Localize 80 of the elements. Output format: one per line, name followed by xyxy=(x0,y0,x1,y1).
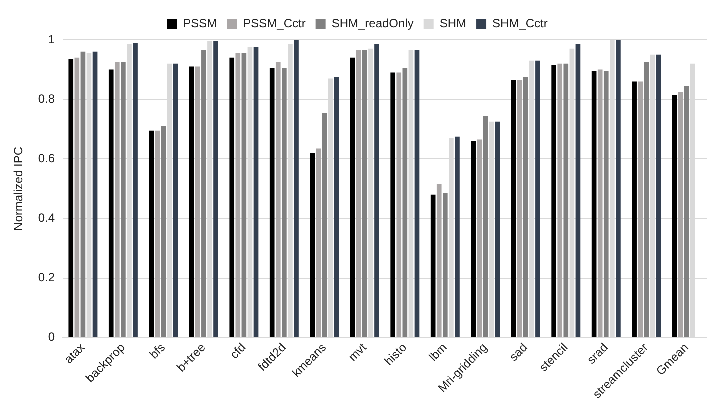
y-tick-label: 0.6 xyxy=(38,151,56,166)
bar xyxy=(558,64,563,338)
bar xyxy=(294,40,299,338)
bar xyxy=(362,50,368,338)
bar xyxy=(282,68,287,338)
bar xyxy=(616,40,621,338)
x-tick-label: bfs xyxy=(146,340,168,362)
bar xyxy=(598,70,603,338)
bar xyxy=(656,54,662,338)
bar xyxy=(396,72,402,338)
bar xyxy=(161,126,166,338)
bar xyxy=(334,77,340,338)
legend-label: SHM_Cctr xyxy=(492,16,548,30)
x-tick-label: sad xyxy=(506,340,530,364)
bar xyxy=(80,52,86,338)
bar xyxy=(430,194,436,338)
bar xyxy=(310,153,316,338)
bar xyxy=(672,95,678,338)
bar xyxy=(523,77,528,338)
y-tick-label: 0.2 xyxy=(38,270,56,285)
bar xyxy=(592,71,597,338)
bar xyxy=(436,184,442,338)
bar xyxy=(604,71,609,338)
x-tick-label: atax xyxy=(62,340,88,366)
x-tick-label: mvt xyxy=(346,340,370,364)
bar xyxy=(214,41,218,338)
bar xyxy=(442,193,448,338)
bar xyxy=(236,53,241,338)
bar xyxy=(495,122,500,338)
bar xyxy=(517,80,522,338)
y-tick-label: 0.8 xyxy=(38,92,56,106)
bar xyxy=(149,130,154,338)
bar xyxy=(242,53,247,338)
y-tick-label: 1 xyxy=(48,32,56,46)
bar xyxy=(644,62,650,338)
bar xyxy=(356,50,362,338)
x-tick-label: cfd xyxy=(227,340,249,362)
bar xyxy=(374,44,380,338)
bar xyxy=(230,58,235,338)
bar xyxy=(270,68,275,338)
bar xyxy=(632,82,637,338)
y-tick-label: 0.4 xyxy=(38,211,56,226)
bar xyxy=(455,136,460,338)
bar xyxy=(195,66,200,338)
bar xyxy=(564,64,569,338)
legend-label: PSSM xyxy=(183,16,218,30)
bar xyxy=(402,68,408,338)
bar xyxy=(684,86,690,338)
bar xyxy=(108,70,114,338)
bar xyxy=(638,82,644,338)
bar xyxy=(414,50,420,338)
bar xyxy=(202,50,206,338)
bar xyxy=(483,116,488,338)
bar xyxy=(74,58,80,338)
bar xyxy=(254,47,259,338)
bar xyxy=(511,80,516,338)
bar xyxy=(471,141,476,338)
bar xyxy=(552,65,556,338)
bar xyxy=(316,148,322,338)
y-axis-title: Normalized IPC xyxy=(12,146,26,231)
bar xyxy=(390,72,396,338)
bar xyxy=(322,112,328,338)
bar xyxy=(68,59,74,338)
y-tick-label: 0 xyxy=(48,330,56,344)
legend-label: SHM xyxy=(440,16,467,30)
bar xyxy=(276,62,281,338)
legend-label: SHM_readOnly xyxy=(332,16,414,30)
bar xyxy=(189,66,194,338)
bar xyxy=(115,62,120,338)
bar xyxy=(477,140,482,338)
bar xyxy=(536,60,540,338)
bar xyxy=(350,58,356,338)
bar xyxy=(155,130,160,338)
bar xyxy=(92,52,98,338)
bar xyxy=(678,92,684,338)
bar xyxy=(133,42,138,338)
bar xyxy=(173,64,178,338)
bar xyxy=(576,44,581,338)
bar xyxy=(121,62,126,338)
legend-label: PSSM_Cctr xyxy=(243,16,306,30)
